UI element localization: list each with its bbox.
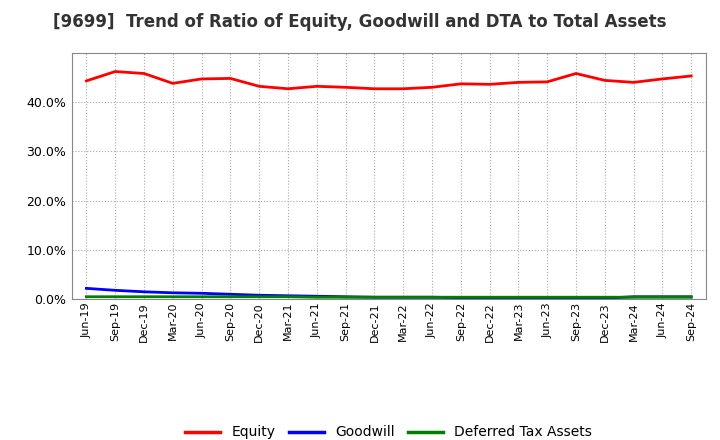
Goodwill	[485, 295, 494, 301]
Goodwill	[370, 295, 379, 300]
Equity	[629, 80, 638, 85]
Goodwill	[255, 293, 264, 298]
Equity	[140, 71, 148, 76]
Deferred Tax Assets	[111, 294, 120, 299]
Equity	[168, 81, 177, 86]
Goodwill	[284, 293, 292, 298]
Deferred Tax Assets	[168, 294, 177, 299]
Equity	[111, 69, 120, 74]
Goodwill	[82, 286, 91, 291]
Equity	[543, 79, 552, 84]
Equity	[312, 84, 321, 89]
Goodwill	[514, 296, 523, 301]
Equity	[428, 84, 436, 90]
Deferred Tax Assets	[658, 295, 667, 300]
Line: Goodwill: Goodwill	[86, 288, 691, 298]
Deferred Tax Assets	[572, 295, 580, 300]
Deferred Tax Assets	[197, 294, 206, 299]
Equity	[658, 76, 667, 81]
Equity	[485, 82, 494, 87]
Deferred Tax Assets	[140, 294, 148, 299]
Goodwill	[197, 291, 206, 296]
Deferred Tax Assets	[284, 294, 292, 299]
Goodwill	[428, 295, 436, 300]
Goodwill	[629, 294, 638, 299]
Equity	[226, 76, 235, 81]
Goodwill	[111, 288, 120, 293]
Deferred Tax Assets	[428, 295, 436, 300]
Deferred Tax Assets	[514, 295, 523, 300]
Equity	[514, 80, 523, 85]
Goodwill	[226, 292, 235, 297]
Deferred Tax Assets	[543, 295, 552, 300]
Deferred Tax Assets	[399, 295, 408, 300]
Deferred Tax Assets	[312, 295, 321, 300]
Equity	[82, 78, 91, 84]
Equity	[572, 71, 580, 76]
Equity	[687, 73, 696, 79]
Goodwill	[600, 296, 609, 301]
Legend: Equity, Goodwill, Deferred Tax Assets: Equity, Goodwill, Deferred Tax Assets	[180, 420, 598, 440]
Deferred Tax Assets	[485, 295, 494, 300]
Goodwill	[399, 295, 408, 300]
Goodwill	[140, 289, 148, 294]
Equity	[284, 86, 292, 92]
Deferred Tax Assets	[629, 295, 638, 300]
Deferred Tax Assets	[226, 294, 235, 299]
Equity	[600, 78, 609, 83]
Goodwill	[658, 294, 667, 299]
Equity	[255, 84, 264, 89]
Equity	[197, 76, 206, 81]
Goodwill	[543, 296, 552, 301]
Deferred Tax Assets	[687, 295, 696, 300]
Goodwill	[312, 293, 321, 299]
Goodwill	[168, 290, 177, 295]
Deferred Tax Assets	[370, 295, 379, 300]
Deferred Tax Assets	[255, 294, 264, 299]
Equity	[399, 86, 408, 92]
Equity	[341, 84, 350, 90]
Equity	[456, 81, 465, 87]
Goodwill	[456, 295, 465, 301]
Goodwill	[341, 294, 350, 299]
Line: Equity: Equity	[86, 72, 691, 89]
Deferred Tax Assets	[600, 295, 609, 300]
Goodwill	[572, 296, 580, 301]
Goodwill	[687, 294, 696, 299]
Deferred Tax Assets	[82, 294, 91, 299]
Text: [9699]  Trend of Ratio of Equity, Goodwill and DTA to Total Assets: [9699] Trend of Ratio of Equity, Goodwil…	[53, 13, 667, 31]
Equity	[370, 86, 379, 92]
Deferred Tax Assets	[456, 295, 465, 300]
Deferred Tax Assets	[341, 295, 350, 300]
